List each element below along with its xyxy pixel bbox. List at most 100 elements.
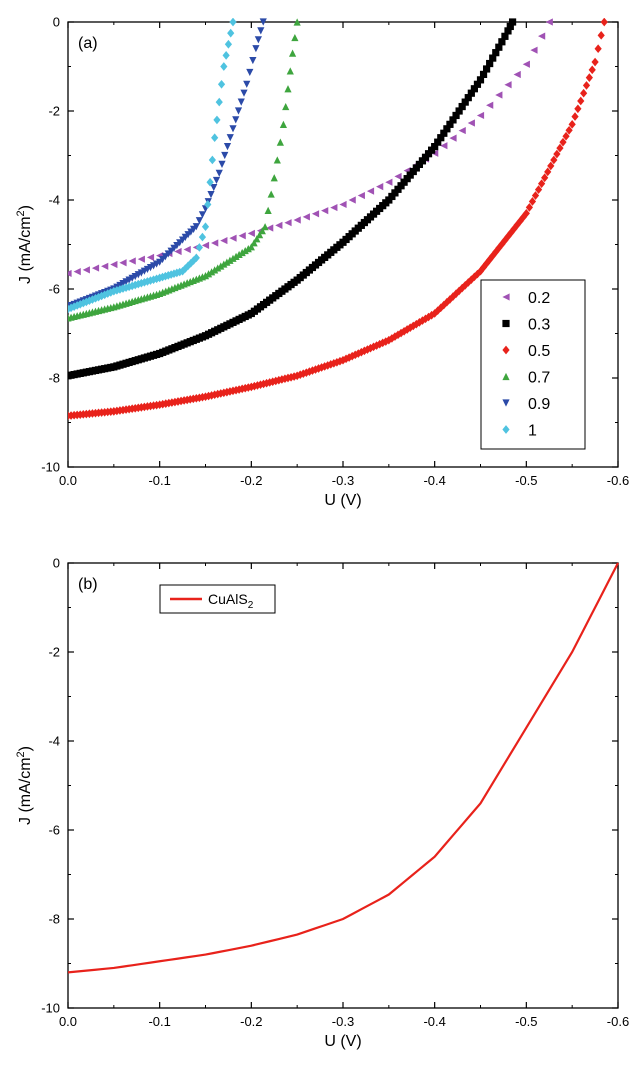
legend: 0.2 0.3 0.5 0.7 0.9 1: [480, 279, 586, 450]
y-axis-ticks: 0 -2 -4 -6 -8 -10: [41, 556, 618, 1016]
data-point: [215, 97, 223, 107]
data-point: [489, 54, 497, 62]
data-point: [174, 247, 182, 256]
data-point: [208, 268, 216, 276]
data-point: [473, 80, 482, 88]
data-point: [250, 239, 258, 247]
y-tick-label: -8: [48, 912, 60, 927]
legend-label: 0.3: [528, 317, 550, 334]
data-point: [195, 217, 203, 225]
data-point: [291, 33, 299, 42]
x-tick-label: -0.1: [148, 1014, 170, 1029]
data-point: [538, 32, 546, 40]
data-point: [278, 375, 286, 384]
y-tick-label: 0: [53, 15, 60, 30]
data-point: [522, 209, 530, 218]
data-point: [264, 206, 272, 214]
data-point: [585, 73, 593, 82]
data-point: [360, 346, 368, 356]
x-tick-label: -0.3: [332, 473, 354, 488]
data-point: [479, 70, 488, 79]
data-point: [284, 219, 292, 227]
y-tick-label: -4: [48, 734, 60, 749]
y-axis-title-main: J (mA/cm: [17, 757, 34, 825]
y-axis-title-main: J (mA/cm: [17, 216, 34, 284]
data-point: [547, 161, 555, 171]
data-point: [259, 18, 267, 26]
data-point: [476, 76, 485, 84]
data-point: [192, 253, 200, 263]
data-point: [431, 309, 439, 318]
legend-label: 1: [528, 423, 537, 440]
data-point: [495, 91, 503, 99]
data-point: [276, 138, 284, 146]
x-tick-label: -0.2: [240, 473, 262, 488]
data-point: [504, 81, 512, 89]
x-tick-label: -0.3: [332, 1014, 354, 1029]
data-point: [68, 269, 72, 278]
data-point: [318, 363, 326, 372]
data-point: [266, 224, 274, 232]
data-point: [582, 81, 591, 90]
data-point: [243, 80, 251, 88]
data-point: [266, 378, 274, 387]
data-point: [235, 250, 243, 259]
data-point: [565, 125, 573, 135]
data-point: [513, 70, 521, 79]
data-point: [464, 94, 472, 102]
data-point: [531, 191, 540, 200]
data-point: [88, 295, 97, 304]
data-point: [229, 125, 237, 133]
data-point: [534, 185, 543, 194]
data-point: [204, 200, 212, 209]
data-point: [476, 111, 485, 120]
y-tick-label: 0: [53, 556, 60, 571]
x-axis-title: U (V): [324, 492, 361, 509]
data-point: [449, 134, 457, 142]
x-tick-label: -0.5: [515, 473, 537, 488]
data-point: [369, 342, 378, 352]
y-axis-ticks: 0 -2 -4 -6 -8 -10: [41, 15, 618, 475]
data-point: [486, 255, 494, 264]
data-point: [250, 381, 258, 391]
x-tick-label: 0.0: [59, 1014, 77, 1029]
data-point: [498, 38, 506, 46]
data-point: [214, 264, 222, 272]
data-point: [376, 183, 384, 191]
data-point: [495, 43, 503, 51]
data-point: [373, 341, 381, 350]
data-point: [223, 258, 231, 266]
data-point: [467, 89, 475, 97]
data-point: [458, 283, 466, 293]
data-point: [213, 115, 221, 125]
data-point: [293, 18, 301, 26]
data-point: [119, 284, 127, 293]
data-point: [287, 372, 295, 382]
data-point: [247, 243, 255, 251]
data-point: [238, 248, 246, 257]
y-tick-label: -10: [41, 460, 60, 475]
data-point: [522, 60, 530, 68]
data-point: [440, 129, 448, 137]
data-point: [128, 257, 136, 265]
data-point: [195, 243, 203, 252]
data-point: [183, 245, 191, 254]
legend-marker: [502, 372, 510, 381]
data-point: [492, 49, 500, 57]
series-0.2: [68, 18, 553, 278]
data-point: [311, 210, 320, 218]
x-tick-label: -0.4: [423, 1014, 445, 1029]
legend-label-main: CuAlS: [208, 591, 248, 607]
data-point: [577, 96, 585, 106]
data-point: [330, 203, 338, 212]
data-point: [241, 246, 249, 255]
data-point: [467, 119, 475, 127]
data-point: [215, 169, 223, 177]
data-point: [508, 18, 517, 26]
data-point: [238, 232, 246, 240]
y-tick-label: -2: [48, 645, 60, 660]
data-point: [556, 143, 564, 153]
x-axis-title: U (V): [324, 1033, 361, 1050]
data-point: [321, 207, 329, 215]
data-point: [255, 231, 264, 239]
